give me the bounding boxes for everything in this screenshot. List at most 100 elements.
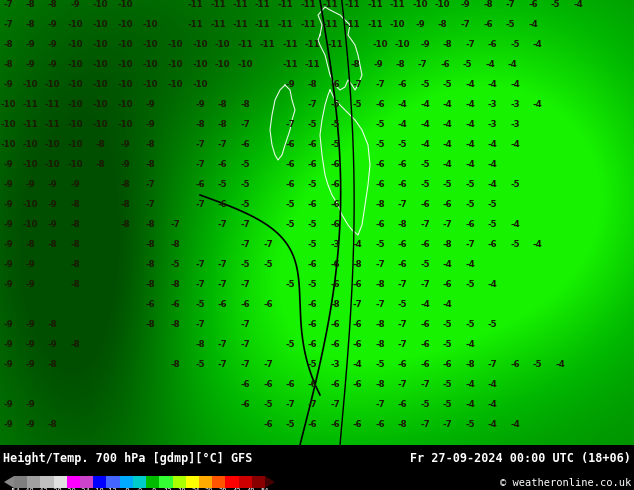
Text: -8: -8 <box>95 141 105 149</box>
Text: -7: -7 <box>397 320 407 329</box>
Text: -9: -9 <box>3 241 13 249</box>
Text: -8: -8 <box>120 200 130 209</box>
Text: -9: -9 <box>47 180 57 190</box>
Text: -9: -9 <box>3 400 13 410</box>
Text: -9: -9 <box>120 141 130 149</box>
Text: -11: -11 <box>277 21 293 29</box>
Text: -6: -6 <box>285 160 295 170</box>
Text: -5: -5 <box>240 180 250 190</box>
Text: -5: -5 <box>307 280 317 290</box>
Bar <box>172 476 186 488</box>
Bar <box>80 476 93 488</box>
Text: -5: -5 <box>443 380 452 390</box>
Bar <box>146 476 159 488</box>
Text: -4: -4 <box>442 141 452 149</box>
Bar <box>252 476 265 488</box>
Text: -11: -11 <box>322 21 338 29</box>
Text: -9: -9 <box>47 341 57 349</box>
Text: -7: -7 <box>460 21 470 29</box>
Text: -9: -9 <box>3 200 13 209</box>
Text: -4: -4 <box>442 261 452 270</box>
Text: -8: -8 <box>145 141 155 149</box>
Text: -7: -7 <box>217 141 227 149</box>
Text: -10: -10 <box>22 200 38 209</box>
Text: -8: -8 <box>353 261 362 270</box>
Text: -10: -10 <box>117 60 133 70</box>
Text: -10: -10 <box>22 220 38 229</box>
Text: -9: -9 <box>420 41 430 49</box>
Text: -7: -7 <box>330 400 340 410</box>
Text: -5: -5 <box>330 100 340 109</box>
Text: -4: -4 <box>397 121 407 129</box>
Text: -10: -10 <box>142 60 158 70</box>
Text: -6: -6 <box>420 361 430 369</box>
Text: -38: -38 <box>49 489 62 490</box>
Text: -10: -10 <box>214 41 230 49</box>
Text: -7: -7 <box>285 400 295 410</box>
Text: -11: -11 <box>187 21 203 29</box>
Text: -7: -7 <box>240 121 250 129</box>
Text: -6: -6 <box>195 180 205 190</box>
Text: -10: -10 <box>142 80 158 90</box>
Text: -11: -11 <box>22 121 38 129</box>
Text: -11: -11 <box>304 41 320 49</box>
Text: 24: 24 <box>191 489 200 490</box>
Text: -7: -7 <box>397 200 407 209</box>
Text: -11: -11 <box>282 41 298 49</box>
Text: -8: -8 <box>437 21 447 29</box>
Text: -9: -9 <box>145 121 155 129</box>
Bar <box>238 476 252 488</box>
Text: -6: -6 <box>397 241 407 249</box>
Text: -9: -9 <box>3 420 13 429</box>
Text: -10: -10 <box>192 41 208 49</box>
Text: -10: -10 <box>0 141 16 149</box>
Text: -7: -7 <box>240 361 250 369</box>
Text: -11: -11 <box>344 21 360 29</box>
Text: Fr 27-09-2024 00:00 UTC (18+06): Fr 27-09-2024 00:00 UTC (18+06) <box>410 452 631 465</box>
Text: -4: -4 <box>487 280 497 290</box>
Text: -4: -4 <box>485 60 495 70</box>
Text: -8: -8 <box>395 60 405 70</box>
Text: -6: -6 <box>483 21 493 29</box>
Text: -8: -8 <box>145 261 155 270</box>
Text: -11: -11 <box>259 41 275 49</box>
Text: -4: -4 <box>487 180 497 190</box>
Text: -7: -7 <box>352 300 362 310</box>
Text: -8: -8 <box>120 180 130 190</box>
Text: -6: -6 <box>528 0 538 9</box>
Text: -10: -10 <box>44 80 60 90</box>
Text: -9: -9 <box>25 280 35 290</box>
Text: -10: -10 <box>167 60 183 70</box>
Text: -8: -8 <box>330 300 340 310</box>
Text: -11: -11 <box>282 60 298 70</box>
Text: -5: -5 <box>462 60 472 70</box>
Text: -5: -5 <box>465 280 475 290</box>
Text: -4: -4 <box>487 380 497 390</box>
Text: -6: -6 <box>330 80 340 90</box>
Text: -10: -10 <box>93 41 108 49</box>
Text: -5: -5 <box>285 420 295 429</box>
Text: -10: -10 <box>117 41 133 49</box>
Text: -3: -3 <box>330 241 340 249</box>
Text: -5: -5 <box>375 241 385 249</box>
Text: -6: -6 <box>442 280 452 290</box>
Text: -7: -7 <box>217 280 227 290</box>
Text: -6: -6 <box>330 261 340 270</box>
Text: -5: -5 <box>510 41 520 49</box>
Text: -10: -10 <box>142 21 158 29</box>
Text: -4: -4 <box>465 341 475 349</box>
Text: -5: -5 <box>510 180 520 190</box>
Text: -5: -5 <box>375 121 385 129</box>
Text: -6: -6 <box>240 380 250 390</box>
Polygon shape <box>4 476 14 488</box>
Text: -6: -6 <box>465 220 475 229</box>
Text: -7: -7 <box>195 160 205 170</box>
Text: -5: -5 <box>240 160 250 170</box>
Text: -10: -10 <box>22 141 38 149</box>
Text: -10: -10 <box>22 80 38 90</box>
Text: 0: 0 <box>138 489 141 490</box>
Text: -8: -8 <box>25 0 35 9</box>
Text: -10: -10 <box>237 60 253 70</box>
Text: -6: -6 <box>375 220 385 229</box>
Text: -11: -11 <box>237 41 253 49</box>
